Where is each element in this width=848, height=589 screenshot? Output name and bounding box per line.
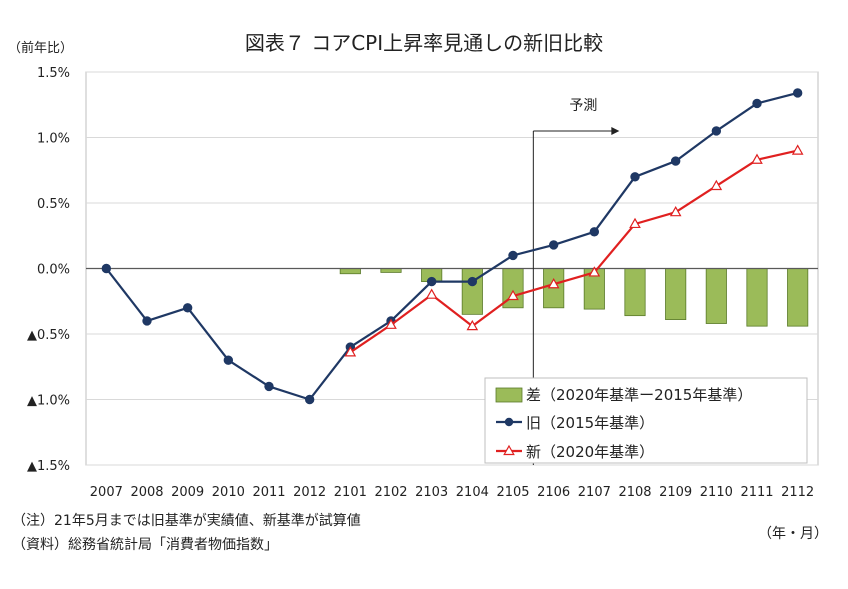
legend: 差（2020年基準ー2015年基準） 旧（2015年基準） 新（2020年基準）: [484, 377, 808, 464]
line-series-layer: [101, 88, 804, 405]
y-tick-labels: 1.5% 1.0% 0.5% 0.0% ▲0.5% ▲1.0% ▲1.5%: [27, 66, 70, 474]
x-tick-label: 2108: [618, 485, 651, 500]
legend-swatch-difference: [495, 387, 523, 403]
point-old-2015-base: [508, 250, 518, 261]
legend-box: [484, 377, 808, 464]
point-old-2015-base: [670, 156, 681, 166]
x-tick-label: 2109: [659, 485, 692, 500]
x-tick-label: 2011: [252, 485, 285, 500]
y-tick-label: ▲1.0%: [27, 394, 70, 409]
x-tick-label: 2102: [374, 485, 407, 500]
y-axis-label: （前年比）: [8, 40, 73, 56]
legend-swatch-new-marker: [503, 444, 515, 456]
point-new-2020-base: [547, 277, 560, 289]
point-old-2015-base: [101, 263, 112, 274]
point-old-2015-base: [142, 316, 152, 326]
point-old-2015-base: [752, 98, 762, 109]
x-tick-label: 2012: [293, 485, 326, 500]
point-old-2015-base: [792, 88, 803, 98]
y-tick-label: ▲0.5%: [27, 328, 70, 343]
y-tick-label: 1.0%: [37, 132, 70, 147]
point-new-2020-base: [507, 289, 519, 301]
x-tick-label: 2110: [700, 485, 733, 500]
point-old-2015-base: [304, 394, 315, 405]
point-new-2020-base: [588, 266, 601, 277]
bar-series-layer: [339, 268, 809, 327]
y-tick-label: 1.5%: [37, 66, 70, 81]
y-tick-label: 0.0%: [37, 263, 70, 278]
bar-difference: [705, 268, 727, 324]
x-tick-label: 2009: [171, 485, 204, 500]
point-old-2015-base: [630, 172, 640, 182]
point-new-2020-base: [710, 179, 723, 191]
y-tick-label: ▲1.5%: [27, 459, 70, 474]
x-tick-labels: 2007 2008 2009 2010 2011 2012 2101 2102 2103 2104…: [90, 485, 814, 500]
forecast-arrowhead: [611, 127, 620, 135]
x-tick-label: 2010: [212, 485, 245, 500]
line-new-2020-base: [349, 149, 798, 354]
x-tick-label: 2104: [456, 485, 489, 500]
legend-label: 旧（2015年基準）: [526, 414, 654, 432]
footnote-note: （注）21年5月までは旧基準が実績値、新基準が試算値: [12, 513, 361, 529]
x-tick-label: 2008: [130, 485, 163, 500]
point-new-2020-base: [791, 144, 804, 155]
x-tick-label: 2107: [578, 485, 611, 500]
x-tick-label: 2112: [781, 485, 814, 500]
x-tick-label: 2101: [334, 485, 367, 500]
x-tick-label: 2106: [537, 485, 570, 500]
footnote-source: （資料）総務省統計局「消費者物価指数」: [12, 537, 278, 553]
y-tick-label: 0.5%: [37, 197, 70, 212]
point-new-2020-base: [629, 217, 641, 229]
chart-title: 図表７ コアCPI上昇率見通しの新旧比較: [245, 31, 603, 55]
x-axis-label: （年・月）: [758, 526, 828, 542]
point-old-2015-base: [182, 303, 193, 313]
point-new-2020-base: [385, 318, 397, 329]
point-new-2020-base: [466, 319, 479, 331]
bar-difference: [665, 268, 687, 320]
point-old-2015-base: [711, 126, 722, 136]
point-new-2020-base: [344, 346, 357, 357]
x-tick-label: 2111: [740, 485, 773, 500]
legend-label: 差（2020年基準ー2015年基準）: [526, 386, 752, 404]
point-old-2015-base: [426, 276, 437, 287]
point-new-2020-base: [669, 205, 682, 217]
bar-difference: [461, 268, 483, 315]
point-old-2015-base: [548, 240, 559, 250]
bar-difference: [624, 268, 646, 317]
legend-label: 新（2020年基準）: [526, 443, 654, 461]
x-tick-label: 2007: [90, 485, 123, 500]
legend-swatch-old-marker: [504, 417, 514, 427]
point-new-2020-base: [751, 153, 763, 164]
point-old-2015-base: [264, 381, 274, 392]
bar-difference: [339, 268, 361, 275]
bar-difference: [787, 268, 809, 327]
forecast-label: 予測: [569, 98, 597, 114]
bar-difference: [746, 268, 768, 327]
point-old-2015-base: [589, 227, 600, 237]
x-tick-label: 2103: [415, 485, 448, 500]
point-old-2015-base: [467, 276, 478, 287]
point-old-2015-base: [223, 355, 234, 365]
point-new-2020-base: [425, 288, 438, 299]
line-old-2015-base: [105, 91, 798, 401]
x-tick-label: 2105: [496, 485, 529, 500]
